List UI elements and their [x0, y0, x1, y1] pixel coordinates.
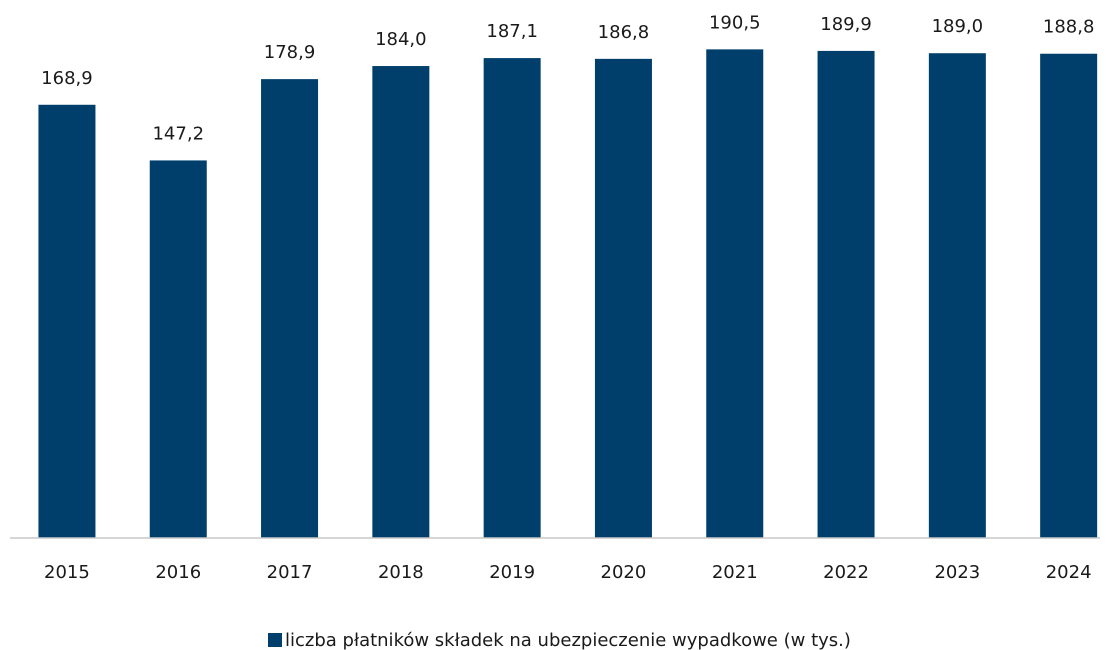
- bar: [1040, 53, 1098, 539]
- bar: [483, 58, 541, 538]
- x-tick-label: 2015: [44, 562, 90, 583]
- x-tick-label: 2022: [823, 562, 869, 583]
- data-label: 187,1: [486, 21, 538, 42]
- x-tick-label: 2024: [1046, 562, 1092, 583]
- bar: [149, 160, 207, 538]
- data-label: 178,9: [264, 42, 316, 63]
- x-tick-label: 2021: [712, 562, 758, 583]
- x-tick-label: 2016: [155, 562, 201, 583]
- legend-swatch: [268, 633, 282, 647]
- data-label: 188,8: [1043, 17, 1095, 38]
- bar: [706, 49, 764, 539]
- data-label: 168,9: [41, 68, 93, 89]
- bar: [261, 79, 319, 539]
- x-tick-label: 2018: [378, 562, 424, 583]
- data-label: 184,0: [375, 29, 427, 50]
- data-label: 189,9: [820, 14, 872, 35]
- bar: [38, 104, 96, 539]
- x-tick-label: 2017: [267, 562, 313, 583]
- legend-label: liczba płatników składek na ubezpieczeni…: [285, 630, 851, 650]
- bar: [594, 58, 652, 538]
- x-tick-label: 2019: [489, 562, 535, 583]
- x-tick-label: 2023: [934, 562, 980, 583]
- data-label: 147,2: [152, 123, 204, 144]
- bar: [817, 50, 875, 539]
- data-label: 189,0: [932, 16, 984, 37]
- x-tick-label: 2020: [601, 562, 647, 583]
- bar: [372, 66, 430, 538]
- data-label: 186,8: [598, 22, 650, 43]
- bar: [928, 53, 986, 539]
- data-label: 190,5: [709, 12, 761, 33]
